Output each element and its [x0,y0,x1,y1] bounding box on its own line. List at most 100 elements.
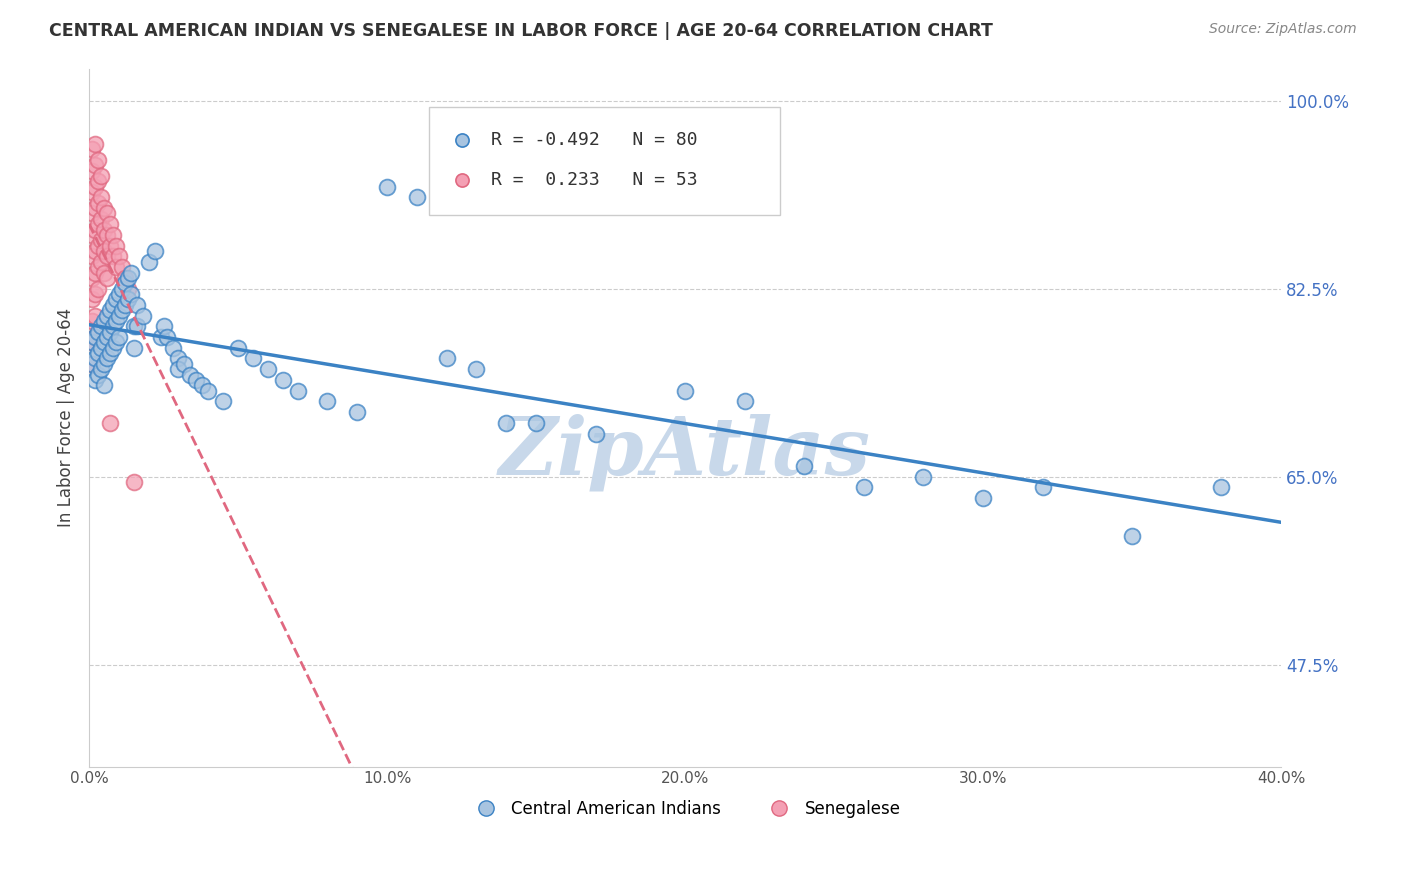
Point [80,357,103,371]
Point [167,351,190,366]
Point [93,357,115,371]
Point [117,271,139,285]
Point [673,384,696,398]
Point [173,357,195,371]
Point [114,298,136,312]
Point [495,416,517,430]
Point [524,416,547,430]
Point [375,179,398,194]
Point [87,174,110,188]
Point [108,250,131,264]
Text: Source: ZipAtlas.com: Source: ZipAtlas.com [1209,22,1357,37]
Point [90,362,112,376]
Point [80,335,103,350]
Point [87,282,110,296]
Point [93,314,115,328]
Point [1032,480,1054,494]
Point [104,335,127,350]
Point [84,330,107,344]
Point [257,362,280,376]
Point [96,330,118,344]
Point [179,368,201,382]
Point [80,185,103,199]
Point [98,238,121,252]
Point [84,266,107,280]
Point [186,373,208,387]
Point [80,335,103,350]
Legend: Central American Indians, Senegalese: Central American Indians, Senegalese [463,793,907,824]
Point [93,335,115,350]
Text: ZipAtlas: ZipAtlas [499,414,870,491]
Point [98,303,121,318]
Point [120,287,142,301]
Point [104,260,127,275]
Point [111,260,134,275]
Point [98,416,121,430]
Point [90,190,112,204]
Point [734,394,756,409]
Point [93,244,115,258]
Point [197,384,219,398]
Point [138,255,160,269]
Point [108,330,131,344]
FancyBboxPatch shape [429,107,780,215]
Point [114,277,136,291]
Point [93,266,115,280]
Point [84,351,107,366]
Point [114,271,136,285]
Point [96,309,118,323]
Point [96,206,118,220]
Point [104,314,127,328]
Point [84,330,107,344]
Point [84,244,107,258]
Y-axis label: In Labor Force | Age 20-64: In Labor Force | Age 20-64 [58,308,75,527]
Point [96,271,118,285]
Point [90,169,112,183]
Point [87,195,110,210]
Point [101,319,124,334]
Point [80,142,103,156]
Point [287,384,309,398]
Point [90,211,112,226]
Point [90,233,112,247]
Point [80,271,103,285]
Point [96,351,118,366]
Point [111,303,134,318]
Text: R = -0.492   N = 80: R = -0.492 N = 80 [491,131,697,150]
Point [972,491,994,505]
Point [108,309,131,323]
Point [87,260,110,275]
Point [101,298,124,312]
Point [852,480,875,494]
Point [80,206,103,220]
Point [80,357,103,371]
Point [84,179,107,194]
Point [84,222,107,236]
Point [405,190,427,204]
Point [155,330,177,344]
Point [1121,529,1143,543]
Point [87,368,110,382]
Point [93,378,115,392]
Point [84,136,107,151]
Point [90,319,112,334]
Point [191,378,214,392]
Point [585,426,607,441]
Point [152,319,174,334]
Point [120,266,142,280]
Point [117,282,139,296]
Point [98,325,121,339]
Point [87,346,110,360]
Point [271,373,294,387]
Point [93,222,115,236]
Point [101,341,124,355]
Point [80,227,103,242]
Point [125,319,148,334]
Point [98,346,121,360]
Point [84,287,107,301]
Point [212,394,235,409]
Point [793,458,815,473]
Point [122,319,145,334]
Point [436,351,458,366]
Point [242,351,264,366]
